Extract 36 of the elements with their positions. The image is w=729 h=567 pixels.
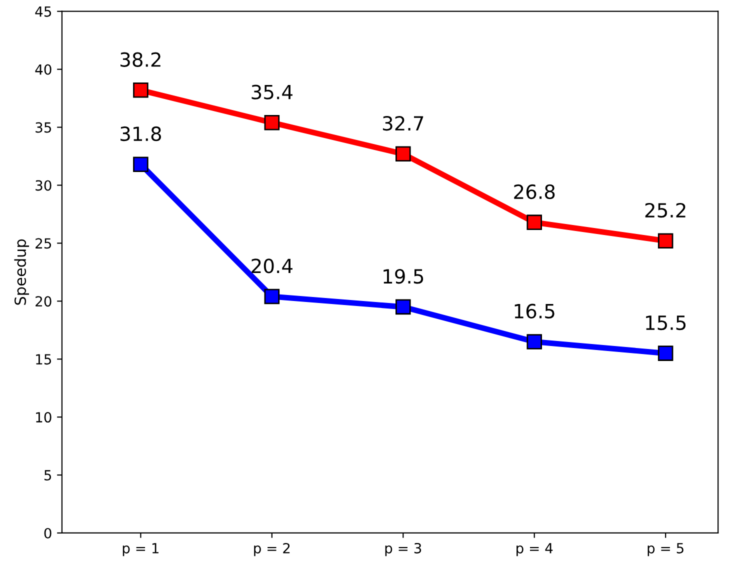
data-label: 25.2 bbox=[645, 202, 686, 218]
point bbox=[526, 214, 542, 230]
data-label: 26.8 bbox=[514, 184, 555, 200]
y-tick-label: 25 bbox=[36, 238, 52, 249]
data-label: 16.5 bbox=[514, 304, 554, 318]
data-label: 20.4 bbox=[252, 258, 292, 274]
x-tick-label: p = 3 bbox=[385, 542, 422, 556]
x-tick-label: p = 2 bbox=[254, 542, 290, 556]
x-tick-label: p = 1 bbox=[122, 543, 158, 556]
point bbox=[526, 334, 542, 350]
point bbox=[133, 82, 148, 98]
x-tick-label: p = 4 bbox=[516, 543, 553, 556]
point bbox=[133, 156, 148, 172]
y-tick-label: 30 bbox=[36, 180, 52, 191]
point bbox=[396, 299, 411, 315]
point bbox=[264, 114, 280, 130]
y-tick-label: 10 bbox=[36, 412, 52, 423]
y-tick-label: 40 bbox=[35, 64, 52, 75]
y-axis-title: Speedup bbox=[14, 239, 30, 305]
point bbox=[658, 346, 674, 361]
data-label: 32.7 bbox=[382, 116, 424, 131]
data-label: 35.4 bbox=[252, 84, 292, 100]
data-label: 15.5 bbox=[646, 316, 686, 330]
y-tick-label: 45 bbox=[35, 6, 52, 17]
y-tick-label: 15 bbox=[36, 354, 52, 365]
y-tick-label: 20 bbox=[36, 296, 52, 307]
point bbox=[264, 288, 280, 304]
y-tick-label: 35 bbox=[36, 122, 52, 133]
data-label: 31.8 bbox=[120, 126, 162, 142]
point bbox=[396, 146, 411, 162]
y-tick-label: 5 bbox=[44, 470, 52, 480]
data-label: 19.5 bbox=[384, 269, 424, 284]
data-label: 38.2 bbox=[120, 52, 160, 67]
x-tick-label: p = 5 bbox=[648, 543, 684, 556]
y-tick-label: 0 bbox=[44, 528, 52, 538]
point bbox=[658, 233, 674, 248]
